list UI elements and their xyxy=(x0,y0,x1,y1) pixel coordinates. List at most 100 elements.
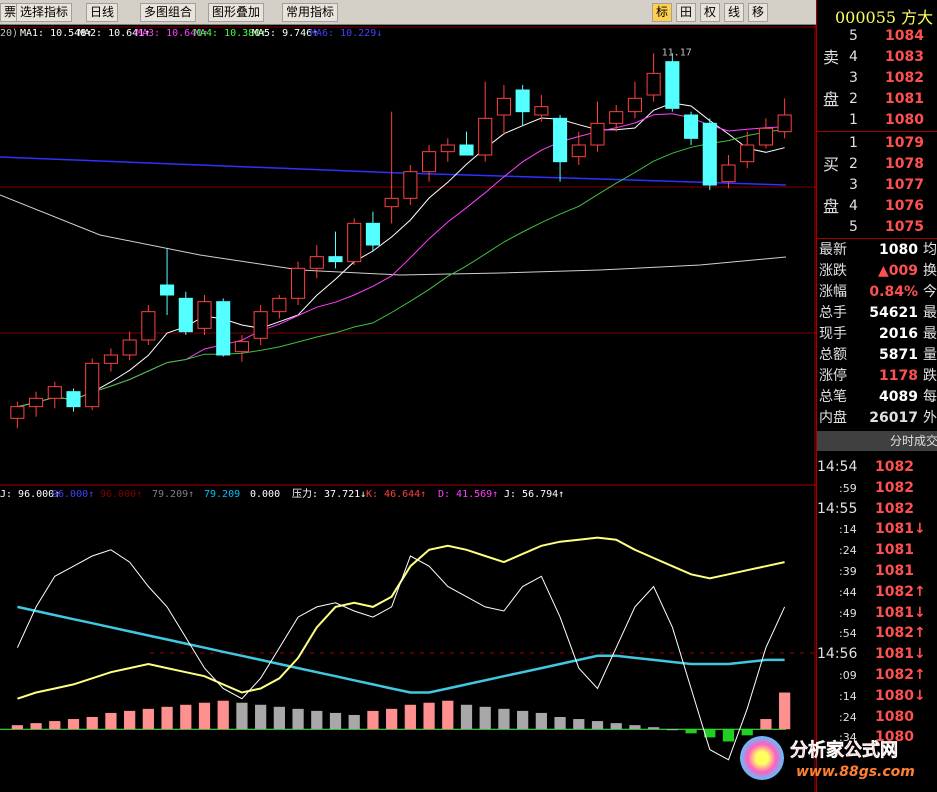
book-label: 卖 xyxy=(823,48,840,67)
level: 1 xyxy=(849,135,858,151)
indicator-label: 79.209 xyxy=(204,489,240,500)
indicator-label: J: 56.794↑ xyxy=(504,489,564,500)
level: 4 xyxy=(849,49,858,65)
toolbar-button[interactable]: 线 xyxy=(724,3,745,22)
candle-body xyxy=(365,222,380,246)
candle-body xyxy=(309,256,324,269)
price: 1075 xyxy=(885,219,924,235)
long-ma-line xyxy=(0,194,787,276)
tick-row: :59 1082 xyxy=(817,478,937,499)
indicator-bar xyxy=(255,704,267,730)
toolbar-button[interactable]: 选择指标 xyxy=(16,3,73,22)
candle-body xyxy=(66,391,81,408)
tick-time: :39 xyxy=(839,565,857,578)
tick-price: 1080 xyxy=(875,708,914,725)
tick-time: :54 xyxy=(839,627,857,641)
price: 1078 xyxy=(885,156,924,172)
level: 5 xyxy=(849,28,858,44)
indicator-bar xyxy=(180,704,192,730)
candle-body xyxy=(253,311,268,339)
toolbar-button[interactable]: 权 xyxy=(700,3,721,22)
candle-body xyxy=(160,284,175,296)
tick-time: :34 xyxy=(839,731,857,745)
tick-time: :24 xyxy=(839,544,857,558)
tick-row: 14:54 1082 xyxy=(817,457,937,478)
tick-time: :24 xyxy=(839,710,857,724)
candle-body xyxy=(590,122,605,146)
indicator-bar xyxy=(86,717,98,730)
indicator-label: 压力: 37.721↓ xyxy=(292,487,366,500)
stat-label: 最新 xyxy=(819,242,847,258)
tick-row: :49 1081↓ xyxy=(817,603,937,624)
side-panel: 000055 方大 5 1084 4 1083 3 1082 2 1081 1 1080 卖盘 1 107… xyxy=(816,0,937,792)
tick-time: :59 xyxy=(839,481,857,495)
level: 3 xyxy=(849,70,858,86)
toolbar-button[interactable]: 日线 xyxy=(86,3,119,22)
stat-label: 总手 xyxy=(819,305,847,321)
candle-body xyxy=(740,144,755,163)
candle-body xyxy=(702,122,717,186)
stat-label: 内盘 xyxy=(819,410,847,426)
tick-price: 1082 xyxy=(875,500,914,517)
d-line xyxy=(17,605,785,694)
tick-price: 1082↑ xyxy=(875,583,926,600)
price: 1082 xyxy=(885,70,924,86)
price: 1080 xyxy=(885,112,924,128)
candle-body xyxy=(496,97,511,116)
watermark: 分析家公式网 www.88gs.com xyxy=(740,732,937,792)
stat-value: 4089 xyxy=(879,389,918,405)
tick-row: :34 1080 xyxy=(817,727,937,748)
stat-value: 26017 xyxy=(869,410,918,426)
watermark-url: www.88gs.com xyxy=(796,764,915,780)
indicator-bar xyxy=(292,708,304,730)
stat-value: 1178 xyxy=(879,368,918,384)
price: 1076 xyxy=(885,198,924,214)
indicator-bar xyxy=(30,723,42,730)
order-row: 4 1076 xyxy=(817,196,937,217)
candle-body xyxy=(328,256,343,263)
candle-body xyxy=(515,89,530,113)
indicator-bar xyxy=(535,712,547,730)
peak-label: 11.17 xyxy=(662,47,692,58)
candle-body xyxy=(422,151,437,173)
candle-body xyxy=(122,339,137,356)
tick-time: 14:55 xyxy=(817,500,858,517)
order-row: 1 1080 xyxy=(817,110,937,131)
indicator-bar xyxy=(142,708,154,730)
j-line xyxy=(16,549,786,761)
candle-body xyxy=(440,144,455,153)
toolbar-button[interactable]: 移 xyxy=(748,3,769,22)
candle-body xyxy=(197,301,212,329)
stat-row: 涨幅 0.84% 今 xyxy=(817,282,937,303)
tick-time: :14 xyxy=(839,689,857,703)
order-row: 4 1083 xyxy=(817,47,937,68)
stat-row: 总手 54621 最 xyxy=(817,303,937,324)
stat-label: 外 xyxy=(923,410,937,426)
toolbar-button[interactable]: 图形叠加 xyxy=(208,3,265,22)
order-row: 5 1084 xyxy=(817,26,937,47)
separator xyxy=(817,238,937,239)
stat-value: 5871 xyxy=(879,347,918,363)
candle-body xyxy=(646,72,661,96)
candle-body xyxy=(216,301,231,356)
toolbar-button[interactable]: 常用指标 xyxy=(282,3,339,22)
indicator-bar xyxy=(367,710,379,730)
stat-value: 54621 xyxy=(869,305,918,321)
indicator-bar xyxy=(666,729,678,731)
ma-label: MA1: 10.548↑ xyxy=(20,28,92,39)
toolbar-button[interactable]: 田 xyxy=(676,3,697,22)
indicator-bar xyxy=(311,710,323,730)
tick-price: 1081↓ xyxy=(875,521,926,538)
candle-body xyxy=(291,267,306,299)
toolbar: 票选择指标 日线 多图组合 图形叠加 常用指标标田权线移 xyxy=(0,0,937,25)
separator xyxy=(817,131,937,132)
price: 1081 xyxy=(885,91,924,107)
toolbar-button[interactable]: 标 xyxy=(652,3,673,22)
indicator-label: J: 96.000↑ xyxy=(0,489,60,500)
tick-time: :14 xyxy=(839,523,857,537)
toolbar-button[interactable]: 多图组合 xyxy=(140,3,197,22)
indicator-bar xyxy=(404,704,416,730)
tick-price: 1081↓ xyxy=(875,646,926,663)
indicator-bar xyxy=(648,727,660,730)
stat-row: 涨跌 ▲009 换 xyxy=(817,261,937,282)
